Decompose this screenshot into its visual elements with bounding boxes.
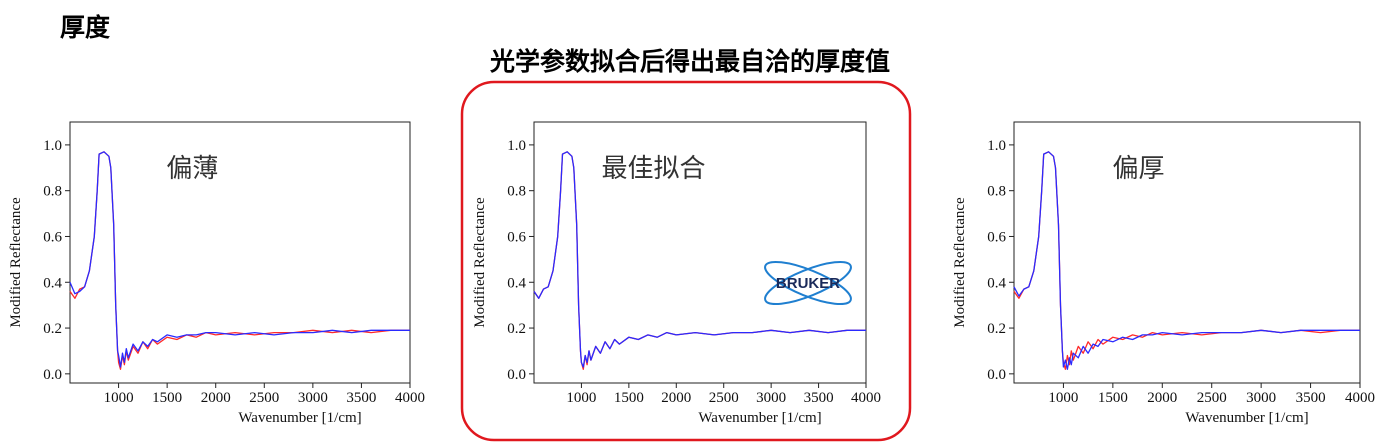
y-axis-label: Modified Reflectance (952, 197, 968, 328)
y-tick-label: 0.2 (987, 321, 1006, 337)
x-tick-label: 2500 (249, 390, 279, 406)
x-axis-label: Wavenumber [1/cm] (238, 410, 361, 426)
x-tick-label: 2500 (709, 390, 739, 406)
page-title: 厚度 (60, 13, 110, 42)
series-line (1013, 151, 1360, 370)
x-tick-label: 3500 (804, 390, 834, 406)
y-tick-label: 0.0 (507, 367, 526, 383)
y-tick-label: 0.4 (43, 275, 62, 291)
page-subtitle: 光学参数拟合后得出最自洽的厚度值 (489, 47, 890, 76)
highlight-box (460, 80, 912, 442)
logo-text: BRUKER (776, 275, 840, 292)
x-tick-label: 4000 (395, 390, 425, 406)
x-axis-label: Wavenumber [1/cm] (698, 410, 821, 426)
bruker-logo: BRUKER (764, 260, 852, 306)
plot-frame (69, 121, 411, 384)
x-tick-label: 3000 (298, 390, 328, 406)
y-tick-label: 1.0 (43, 138, 62, 154)
y-tick-label: 0.6 (43, 229, 62, 245)
x-tick-label: 1500 (1098, 390, 1128, 406)
y-tick-label: 0.6 (987, 229, 1006, 245)
series-line (1013, 151, 1360, 370)
y-tick-label: 0.4 (507, 275, 526, 291)
x-tick-label: 4000 (1345, 390, 1375, 406)
x-axis-label: Wavenumber [1/cm] (1185, 410, 1308, 426)
logo-orbit (764, 260, 852, 306)
y-tick-label: 0.8 (43, 184, 62, 200)
x-tick-label: 2500 (1197, 390, 1227, 406)
series-line (69, 151, 410, 368)
x-tick-label: 2000 (201, 390, 231, 406)
y-tick-label: 0.2 (507, 321, 526, 337)
annotation: 偏厚 (1113, 154, 1165, 184)
y-tick-label: 0.2 (43, 321, 62, 337)
series-line (533, 151, 866, 368)
x-tick-label: 1500 (614, 390, 644, 406)
x-tick-label: 3500 (1296, 390, 1326, 406)
x-tick-label: 1000 (566, 390, 596, 406)
series-line (533, 151, 866, 370)
y-tick-label: 1.0 (507, 138, 526, 154)
x-tick-label: 4000 (851, 390, 881, 406)
y-axis-label: Modified Reflectance (472, 197, 488, 328)
x-tick-label: 1000 (104, 390, 134, 406)
x-tick-label: 3000 (1246, 390, 1276, 406)
logo-orbit (764, 260, 852, 306)
series-line (69, 151, 410, 370)
y-tick-label: 0.4 (987, 275, 1006, 291)
x-tick-label: 1000 (1048, 390, 1078, 406)
plot-frame (1013, 121, 1361, 384)
x-tick-label: 2000 (1147, 390, 1177, 406)
y-axis-label: Modified Reflectance (8, 197, 24, 328)
x-tick-label: 3000 (756, 390, 786, 406)
y-tick-label: 0.0 (43, 367, 62, 383)
y-tick-label: 0.8 (987, 184, 1006, 200)
y-tick-label: 1.0 (987, 138, 1006, 154)
plot-frame (533, 121, 867, 384)
x-tick-label: 1500 (152, 390, 182, 406)
x-tick-label: 3500 (346, 390, 376, 406)
annotation: 最佳拟合 (602, 154, 706, 184)
y-tick-label: 0.0 (987, 367, 1006, 383)
x-tick-label: 2000 (661, 390, 691, 406)
annotation: 偏薄 (166, 154, 218, 184)
y-tick-label: 0.6 (507, 229, 526, 245)
y-tick-label: 0.8 (507, 184, 526, 200)
